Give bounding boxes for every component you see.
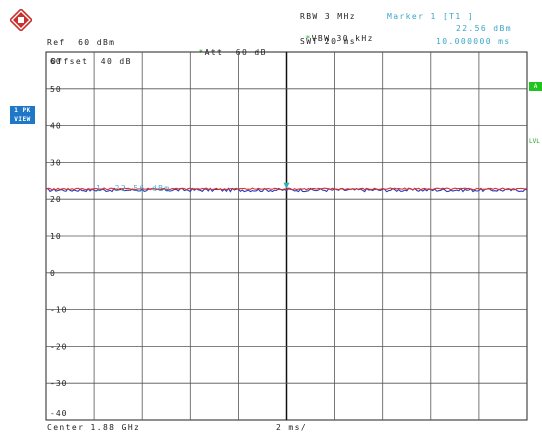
rohde-schwarz-logo-icon xyxy=(10,9,32,31)
y-tick-label: 50 xyxy=(50,85,62,94)
marker-time-readout: 10.000000 ms xyxy=(436,37,511,46)
y-tick-label: -20 xyxy=(50,342,67,351)
y-tick-label: -10 xyxy=(50,306,67,315)
y-tick-label: 30 xyxy=(50,158,62,167)
trace-red xyxy=(45,187,528,191)
vbw-label-row: *VBW 30 kHz xyxy=(293,24,374,44)
offset-label: Offset 40 dB xyxy=(51,57,132,66)
swt-label: SWT 20 ms xyxy=(300,37,356,46)
ref-level-label: Ref 60 dBm xyxy=(47,38,116,47)
plot-grid xyxy=(45,51,528,421)
rbw-label: RBW 3 MHz xyxy=(300,12,356,21)
plot-labels: 60 50 40 30 20 10 0 -10 -20 -30 -40 xyxy=(50,57,290,418)
center-frequency-label: Center 1.88 GHz xyxy=(47,423,141,432)
vbw-star-icon: * xyxy=(305,34,312,43)
trace-mode-badge[interactable]: 1 PK VIEW xyxy=(10,106,35,124)
lvl-indicator: LVL xyxy=(529,138,540,145)
y-tick-label: 0 xyxy=(50,269,56,278)
marker-level-readout: 22.56 dBm xyxy=(456,24,512,33)
y-tick-label: -40 xyxy=(50,409,67,418)
marker-title: Marker 1 [T1 ] xyxy=(387,12,475,21)
y-tick-label: 20 xyxy=(50,195,62,204)
y-tick-label: 60 xyxy=(50,57,62,66)
time-per-division-label: 2 ms/ xyxy=(276,423,308,432)
vbw-label: VBW 30 kHz xyxy=(311,34,374,43)
y-tick-label: -30 xyxy=(50,379,67,388)
marker-triangle-icon xyxy=(283,182,290,189)
trace-badge-line1: 1 PK xyxy=(14,107,31,114)
trace-lines xyxy=(45,187,528,193)
trace-badge-line2: VIEW xyxy=(14,116,31,123)
trace-blue xyxy=(45,187,528,193)
y-tick-label: 40 xyxy=(50,122,62,131)
status-badge-a: A xyxy=(529,82,542,91)
marker-level-label: 1 22.56 dBm xyxy=(96,184,171,193)
y-tick-label: 10 xyxy=(50,232,62,241)
